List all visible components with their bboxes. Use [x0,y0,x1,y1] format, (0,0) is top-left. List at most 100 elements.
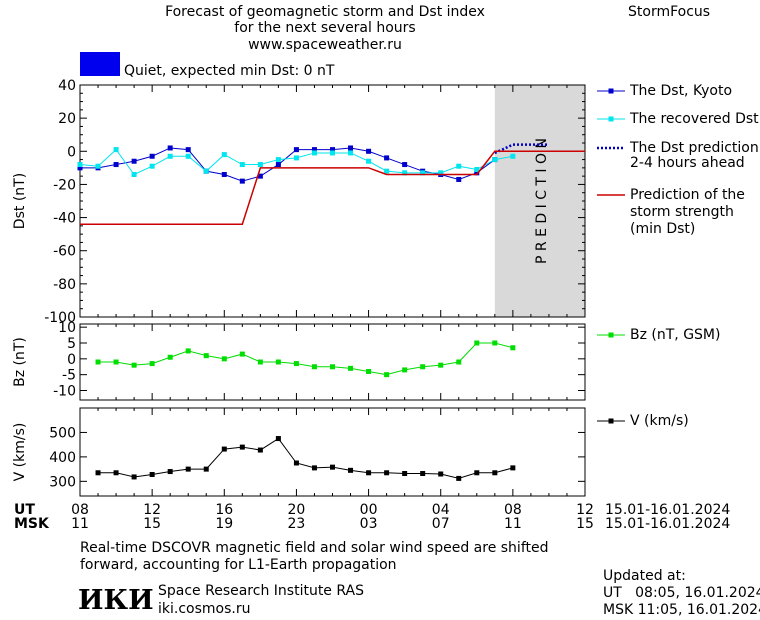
data-point [239,178,245,184]
y-axis-label: Bz (nT) [12,337,28,387]
institute-url[interactable]: iki.cosmos.ru [158,601,251,617]
data-point [366,148,372,154]
data-point [311,150,317,156]
msk-axis-label: MSK [14,516,49,532]
data-point [167,354,173,360]
data-point [311,364,317,370]
data-point [311,465,317,471]
ut-tick-label: 12 [143,502,161,518]
data-point [366,369,372,374]
updated-msk: MSK 11:05, 16.01.2024 [603,602,760,618]
y-tick-label: 500 [49,425,76,441]
legend-dst-kyoto: The Dst, Kyoto [630,83,733,99]
data-point [203,168,209,174]
brand-name: StormFocus [628,4,711,20]
data-point [275,157,281,163]
data-point [149,361,155,367]
ut-tick-label: 12 [576,502,594,518]
footer-note-line1: Real-time DSCOVR magnetic field and sola… [80,540,549,556]
y-axis-label: V (km/s) [12,423,28,482]
msk-tick-label: 19 [215,516,233,532]
msk-tick-label: 11 [504,516,522,532]
data-point [330,150,335,156]
legend-swatch-recovered-marker [608,116,614,122]
ut-tick-label: 20 [288,502,306,518]
legend-storm-line2: storm strength [630,204,734,220]
data-point [420,170,426,176]
updated-ut: UT 08:05, 16.01.2024 [603,585,760,601]
data-point [293,460,299,466]
y-axis-label: Dst (nT) [12,173,28,229]
data-point [185,348,191,354]
data-point [348,467,354,473]
y-tick-label: -80 [53,277,76,293]
data-point [420,471,426,477]
data-point [293,361,299,367]
series-line-0-3 [80,150,585,225]
msk-tick-label: 11 [71,516,89,532]
iki-logo: ИКИ [78,585,154,616]
data-point [384,168,390,174]
data-point [384,155,390,161]
ut-tick-label: 16 [215,502,233,518]
prediction-band-label: P R E D I C T I O N [534,138,550,264]
data-point [510,153,516,159]
institute-name: Space Research Institute RAS [158,583,364,599]
chart-title: Forecast of geomagnetic storm and Dst in… [165,4,485,20]
data-point [492,157,498,163]
data-point [366,470,372,476]
y-tick-label: -40 [53,211,76,227]
data-point [113,162,119,168]
data-point [420,364,426,370]
data-point [203,466,209,472]
data-point [366,158,372,164]
data-point [113,470,119,476]
data-point [95,359,101,365]
data-point [510,465,516,471]
data-point [95,470,101,476]
data-point [293,147,299,153]
data-point [131,362,137,368]
data-point [203,353,209,359]
y-tick-label: 300 [49,474,76,490]
msk-tick-label: 07 [432,516,450,532]
data-point [474,340,480,346]
data-point [167,469,173,475]
y-tick-label: -10 [53,384,76,400]
legend-bz: Bz (nT, GSM) [630,327,721,343]
website-link[interactable]: www.spaceweather.ru [248,37,402,53]
data-point [257,447,263,453]
ut-date-range: 15.01-16.01.2024 [605,502,731,518]
data-point [221,446,227,452]
y-tick-label: 20 [58,111,76,127]
data-point [131,171,137,177]
data-point [293,155,299,161]
ut-tick-label: 08 [504,502,522,518]
data-point [348,150,354,156]
ut-tick-label: 04 [432,502,450,518]
data-point [95,163,101,169]
y-tick-label: -60 [53,244,76,260]
data-point [510,345,516,351]
data-point [77,165,83,171]
data-point [221,356,227,362]
data-point [384,372,390,378]
series-line-1-0 [98,342,513,376]
data-point [474,167,480,173]
status-color-box [80,52,120,76]
data-point [275,436,281,442]
data-point [149,163,155,169]
data-point [311,147,317,153]
y-tick-label: -100 [44,310,76,326]
ut-tick-label: 00 [360,502,378,518]
y-tick-label: -5 [62,368,76,384]
y-tick-label: 0 [67,352,76,368]
panel-frame-3 [79,407,586,497]
msk-tick-label: 15 [143,516,161,532]
footer-note-line2: forward, accounting for L1-Earth propaga… [80,557,397,573]
data-point [402,367,408,373]
msk-tick-label: 03 [360,516,378,532]
legend-storm-line3: (min Dst) [630,221,696,237]
data-point [185,147,191,153]
legend-swatch-dst-kyoto-marker [608,88,614,94]
